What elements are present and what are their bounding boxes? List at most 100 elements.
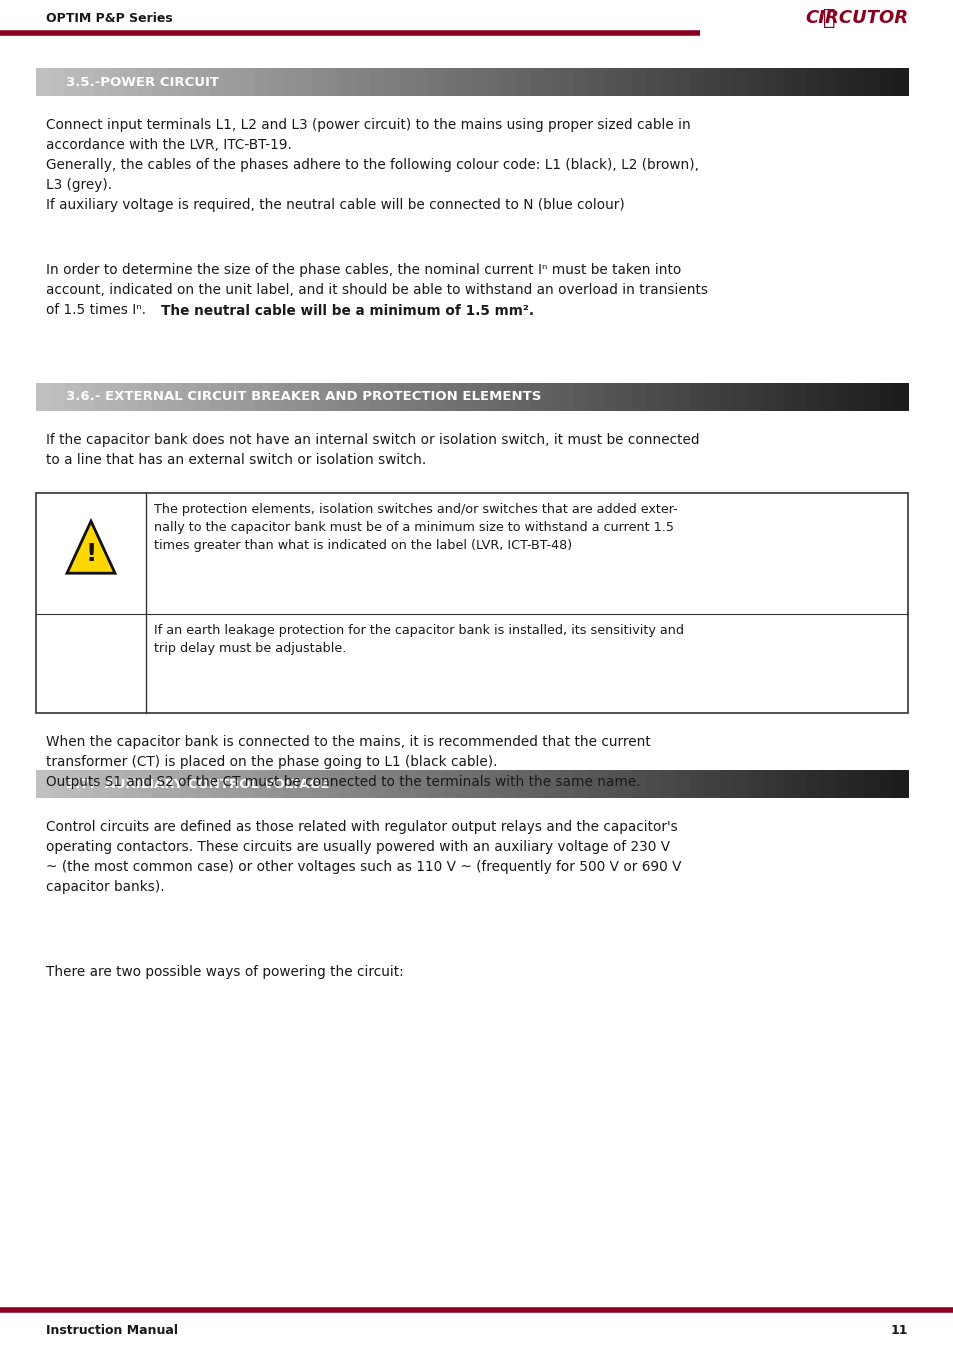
Text: 11: 11 — [889, 1323, 907, 1336]
Bar — [94, 769, 110, 798]
Bar — [355, 769, 371, 798]
Bar — [863, 68, 879, 96]
Bar — [36, 383, 51, 410]
Bar — [326, 68, 342, 96]
Text: 3.6.- EXTERNAL CIRCUIT BREAKER AND PROTECTION ELEMENTS: 3.6.- EXTERNAL CIRCUIT BREAKER AND PROTE… — [66, 390, 540, 404]
Bar — [442, 383, 458, 410]
Bar — [675, 769, 690, 798]
Bar — [849, 769, 864, 798]
Bar — [283, 769, 298, 798]
Bar — [704, 383, 720, 410]
Bar — [79, 383, 95, 410]
Bar — [849, 68, 864, 96]
Bar — [500, 769, 517, 798]
Text: Connect input terminals L1, L2 and L3 (power circuit) to the mains using proper : Connect input terminals L1, L2 and L3 (p… — [46, 117, 699, 212]
Bar — [137, 383, 153, 410]
Bar — [326, 769, 342, 798]
Bar — [646, 769, 661, 798]
Bar — [65, 383, 80, 410]
Bar — [500, 383, 517, 410]
Bar — [631, 68, 647, 96]
Bar — [675, 68, 690, 96]
Bar — [51, 769, 66, 798]
Bar — [835, 769, 850, 798]
Text: CIRCUTOR: CIRCUTOR — [804, 9, 907, 27]
Bar — [893, 383, 908, 410]
Bar — [51, 383, 66, 410]
Bar — [457, 68, 473, 96]
Bar — [239, 68, 254, 96]
Text: 3.5.-POWER CIRCUIT: 3.5.-POWER CIRCUIT — [66, 76, 219, 89]
Bar — [79, 68, 95, 96]
Text: When the capacitor bank is connected to the mains, it is recommended that the cu: When the capacitor bank is connected to … — [46, 734, 650, 790]
Bar — [399, 769, 415, 798]
Bar — [820, 769, 836, 798]
Bar — [181, 769, 196, 798]
Bar — [181, 68, 196, 96]
Bar — [689, 769, 705, 798]
Bar — [211, 68, 226, 96]
Bar — [733, 68, 748, 96]
Text: In order to determine the size of the phase cables, the nominal current Iⁿ must : In order to determine the size of the ph… — [46, 263, 707, 317]
Bar — [472, 68, 487, 96]
Bar — [152, 383, 168, 410]
Bar — [225, 383, 240, 410]
Bar — [79, 769, 95, 798]
Bar — [573, 383, 589, 410]
Bar — [878, 383, 894, 410]
Bar — [297, 383, 313, 410]
Bar — [312, 68, 327, 96]
Bar — [544, 769, 559, 798]
Bar — [530, 68, 545, 96]
Bar — [835, 383, 850, 410]
Bar — [777, 769, 792, 798]
Bar — [341, 769, 356, 798]
Bar — [195, 68, 212, 96]
Bar — [486, 383, 501, 410]
Bar — [239, 769, 254, 798]
Bar — [602, 68, 618, 96]
Bar — [65, 68, 80, 96]
Bar — [253, 769, 270, 798]
Bar — [384, 383, 400, 410]
Text: Ⓒ: Ⓒ — [822, 8, 835, 28]
Bar — [660, 68, 676, 96]
Bar — [384, 68, 400, 96]
Bar — [312, 383, 327, 410]
Bar — [414, 68, 429, 96]
Bar — [588, 68, 603, 96]
Bar — [646, 68, 661, 96]
Bar — [704, 769, 720, 798]
Bar — [312, 769, 327, 798]
Bar — [791, 68, 806, 96]
Bar — [239, 383, 254, 410]
Bar — [36, 769, 51, 798]
Bar — [94, 68, 110, 96]
Bar — [109, 383, 124, 410]
Text: Control circuits are defined as those related with regulator output relays and t: Control circuits are defined as those re… — [46, 819, 680, 894]
Bar — [457, 769, 473, 798]
Bar — [805, 68, 821, 96]
Bar — [631, 383, 647, 410]
Bar — [660, 769, 676, 798]
Bar — [617, 68, 632, 96]
Bar — [689, 68, 705, 96]
Bar — [747, 383, 762, 410]
Bar — [761, 68, 778, 96]
Bar — [123, 68, 138, 96]
Bar — [211, 383, 226, 410]
Bar — [719, 383, 734, 410]
Bar — [167, 383, 182, 410]
Bar — [123, 383, 138, 410]
Bar — [704, 68, 720, 96]
Bar — [588, 383, 603, 410]
Text: Instruction Manual: Instruction Manual — [46, 1323, 178, 1336]
Bar — [297, 769, 313, 798]
Bar — [863, 383, 879, 410]
Bar — [370, 68, 385, 96]
Bar — [849, 383, 864, 410]
Bar — [558, 383, 574, 410]
Bar — [820, 383, 836, 410]
Bar — [805, 383, 821, 410]
Bar — [326, 383, 342, 410]
